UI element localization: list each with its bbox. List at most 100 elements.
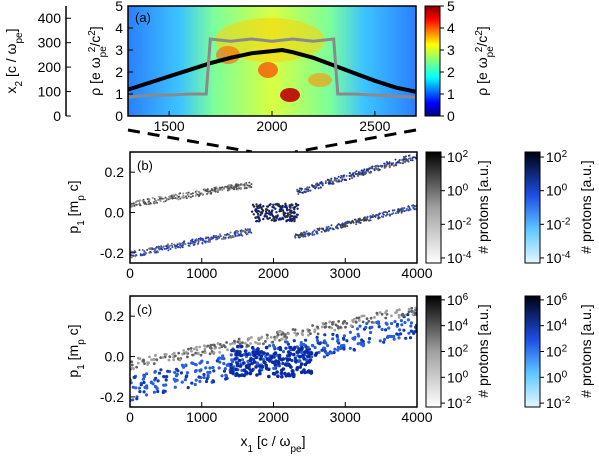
panel-b-point [289,206,292,209]
panel-c-point [373,316,376,319]
panel-c-point [156,389,160,394]
panel-b-point [143,250,146,253]
panel-b-point [369,215,372,218]
panel-b-point [336,177,338,180]
zoom-connector-lines [127,128,417,154]
panel-c-point [162,375,166,379]
panel-b-point [278,210,281,213]
panel-c-blue-colorbar-ticks: 106 104 102 100 10-2 [540,291,571,411]
panel-c-point [328,325,331,329]
panel-c-point [173,370,177,374]
panel-c-point [130,360,134,364]
panel-b-point [210,188,213,190]
panel-c-point [154,354,157,357]
panel-c-blue-colorbar-label: # protons [a.u.] [578,304,594,397]
panel-c-point [216,342,220,345]
panel-c-point [195,345,198,349]
panel-b-point [206,188,209,191]
panel-c-point [222,344,226,347]
panel-c-point [304,345,308,349]
panel-c-point [306,354,311,359]
panel-b-point [400,211,403,214]
panel-c-point [202,375,206,380]
panel-b-point [176,246,179,249]
panel-b-y-tick-label: 0.2 [105,164,125,180]
zoom-line [294,128,417,154]
panel-c-point [326,344,330,348]
panel-c-point [302,357,307,361]
panel-c-point [265,357,270,361]
panel-c-point [407,307,411,311]
panel-c-x-ticks: 0 1000 2000 3000 4000 [126,402,433,425]
panel-b-point [181,245,184,248]
panel-b-point [233,188,236,191]
panel-b-point [197,195,200,198]
panel-c-point [213,347,217,350]
panel-c-point [315,335,319,339]
panel-c-point [144,393,149,397]
panel-b-point [159,200,162,203]
panel-c-point [331,337,335,341]
panel-c-point [298,365,303,369]
panel-b-point [408,207,411,210]
panel-c-point [323,346,327,350]
panel-c-point [281,361,285,366]
panel-b-point [363,168,366,171]
panel-c-point [159,356,163,359]
panel-c-point [333,347,337,351]
panel-b-point [348,174,351,177]
panel-b-point [401,207,404,210]
panel-c-point [194,363,198,367]
panel-b-gray-colorbar [425,151,442,264]
panel-b-point [326,178,329,181]
panel-b-point [413,208,416,211]
panel-b-point [331,227,334,230]
panel-b-point [159,196,162,199]
panel-b-gray-colorbar-tick-label: 100 [447,182,469,199]
panel-b-point [230,186,233,188]
panel-b-point [231,185,234,188]
panel-c-point [277,356,282,361]
panel-b-point [336,226,339,229]
panel-c-point [352,318,356,321]
panel-c-point [375,311,379,315]
panel-c-point [262,342,265,346]
panel-c-point [382,340,386,344]
panel-b-point [275,216,278,220]
panel-b-point [195,238,198,241]
panel-b-point [267,217,270,220]
panel-a-right-axis-label: ρ [e ωpe2/c2] [87,26,109,95]
panel-c-point [275,370,279,374]
panel-b-point [189,196,192,199]
panel-b-point [187,195,190,198]
panel-c-point [243,341,247,345]
panel-b-point [165,244,168,247]
panel-c-point [154,376,158,380]
panel-c-point [199,368,203,372]
panel-b-point [274,207,277,210]
panel-c-point [330,326,334,330]
panel-c-point [242,368,247,373]
panel-b-point [244,182,247,185]
panel-b-point [264,210,268,213]
panel-c-point [277,330,281,334]
panel-c-point [208,352,212,356]
panel-b-point [170,242,173,245]
panel-c-point [377,325,381,329]
panel-b-point [330,177,333,180]
panel-c-point [304,338,308,342]
panel-a-line-0 [128,47,416,94]
panel-a-colorbar-ticks: 0 1 2 3 4 5 [440,0,455,124]
panel-b-point [388,210,391,213]
panel-b-point [204,189,207,192]
panel-c-point [204,366,208,370]
panel-c-x-tick-label: 0 [126,409,134,425]
panel-c-point [181,365,186,369]
panel-c-point [324,322,328,325]
panel-b-point [329,179,332,182]
panel-b-point [266,205,270,208]
panel-b-point [380,215,383,218]
panel-c-point [240,373,244,377]
panel-c-point [218,350,222,354]
